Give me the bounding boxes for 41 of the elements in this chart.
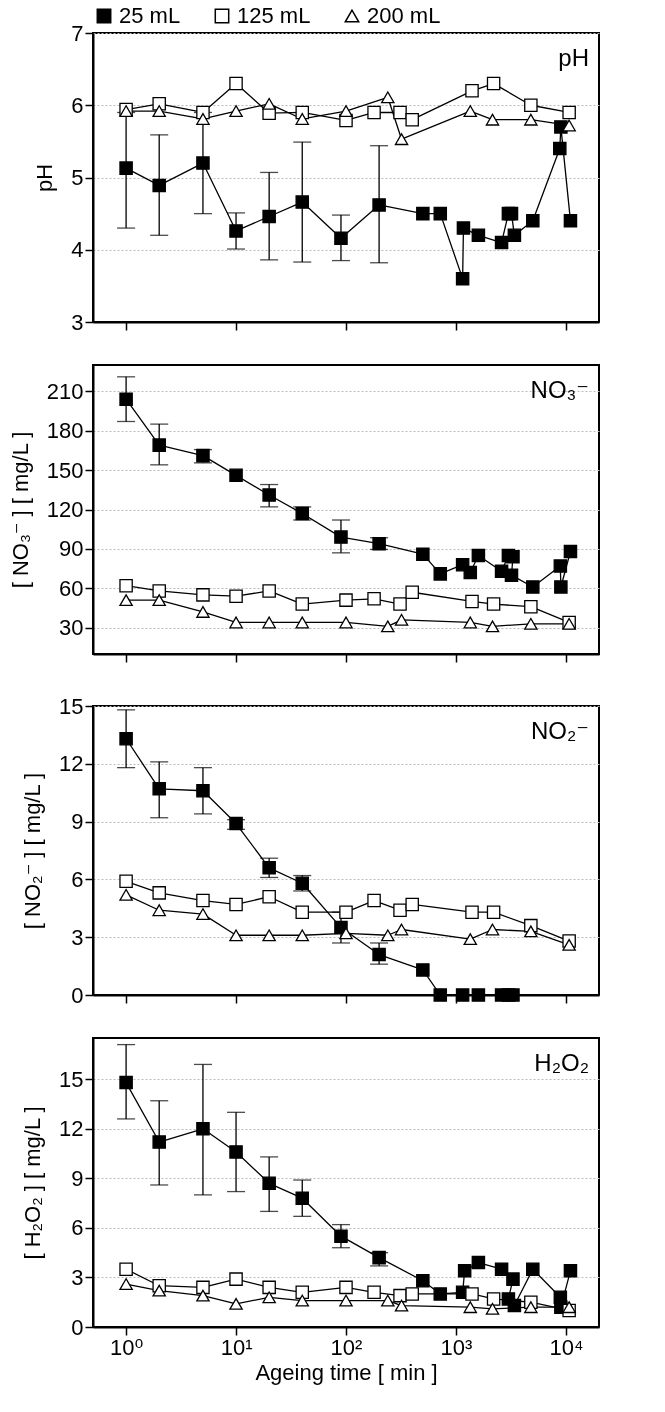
annotation: NO₂⁻ <box>531 717 589 744</box>
annotation: pH <box>558 44 589 71</box>
y-tick-label: 12 <box>59 751 84 777</box>
y-tick-label: 12 <box>59 1116 84 1142</box>
y-tick-label: 60 <box>59 575 84 601</box>
annotation: H₂O₂ <box>534 1049 589 1076</box>
y-tick-label: 90 <box>59 536 84 562</box>
y-tick-label: 30 <box>59 615 84 641</box>
y-tick-label: 9 <box>71 809 84 835</box>
y-tick-label: 120 <box>46 497 84 522</box>
annotation: NO₃⁻ <box>530 376 589 403</box>
y-tick-label: 7 <box>71 20 84 46</box>
y-tick-label: 6 <box>71 866 84 892</box>
x-tick-label: 10⁰ <box>109 1334 144 1360</box>
y-tick-label: 3 <box>71 309 84 335</box>
y-tick-label: 15 <box>59 693 84 719</box>
y-tick-label: 6 <box>71 1215 84 1241</box>
y-tick-label: 210 <box>46 378 84 404</box>
y-axis-title: pH <box>32 163 58 193</box>
x-tick-label: 10¹ <box>220 1334 253 1360</box>
y-tick-label: 9 <box>71 1165 84 1191</box>
x-tick-label: 10³ <box>440 1334 473 1360</box>
y-tick-label: 0 <box>71 982 84 1008</box>
x-tick-label: 10² <box>330 1334 363 1360</box>
y-tick-label: 0 <box>71 1314 84 1340</box>
legend-label: 125 mL <box>237 3 311 28</box>
y-tick-label: 180 <box>46 418 84 444</box>
x-axis-title: Ageing time [ min ] <box>255 1359 438 1385</box>
y-tick-label: 4 <box>71 237 84 263</box>
x-tick-label: 10⁴ <box>549 1334 584 1360</box>
y-tick-label: 150 <box>46 457 84 483</box>
y-tick-label: 6 <box>71 92 84 118</box>
y-axis-title: [ NO₂⁻ ] [ mg/L ] <box>20 772 46 930</box>
legend-label: 25 mL <box>119 3 181 28</box>
y-axis-title: [ NO₃⁻ ] [ mg/L ] <box>7 431 33 589</box>
y-tick-label: 5 <box>71 165 84 190</box>
legend-label: 200 mL <box>367 3 441 28</box>
y-tick-label: 15 <box>59 1066 84 1092</box>
y-axis-title: [ H₂O₂ ] [ mg/L ] <box>20 1106 46 1260</box>
y-tick-label: 3 <box>71 924 84 950</box>
y-tick-label: 3 <box>71 1264 84 1290</box>
